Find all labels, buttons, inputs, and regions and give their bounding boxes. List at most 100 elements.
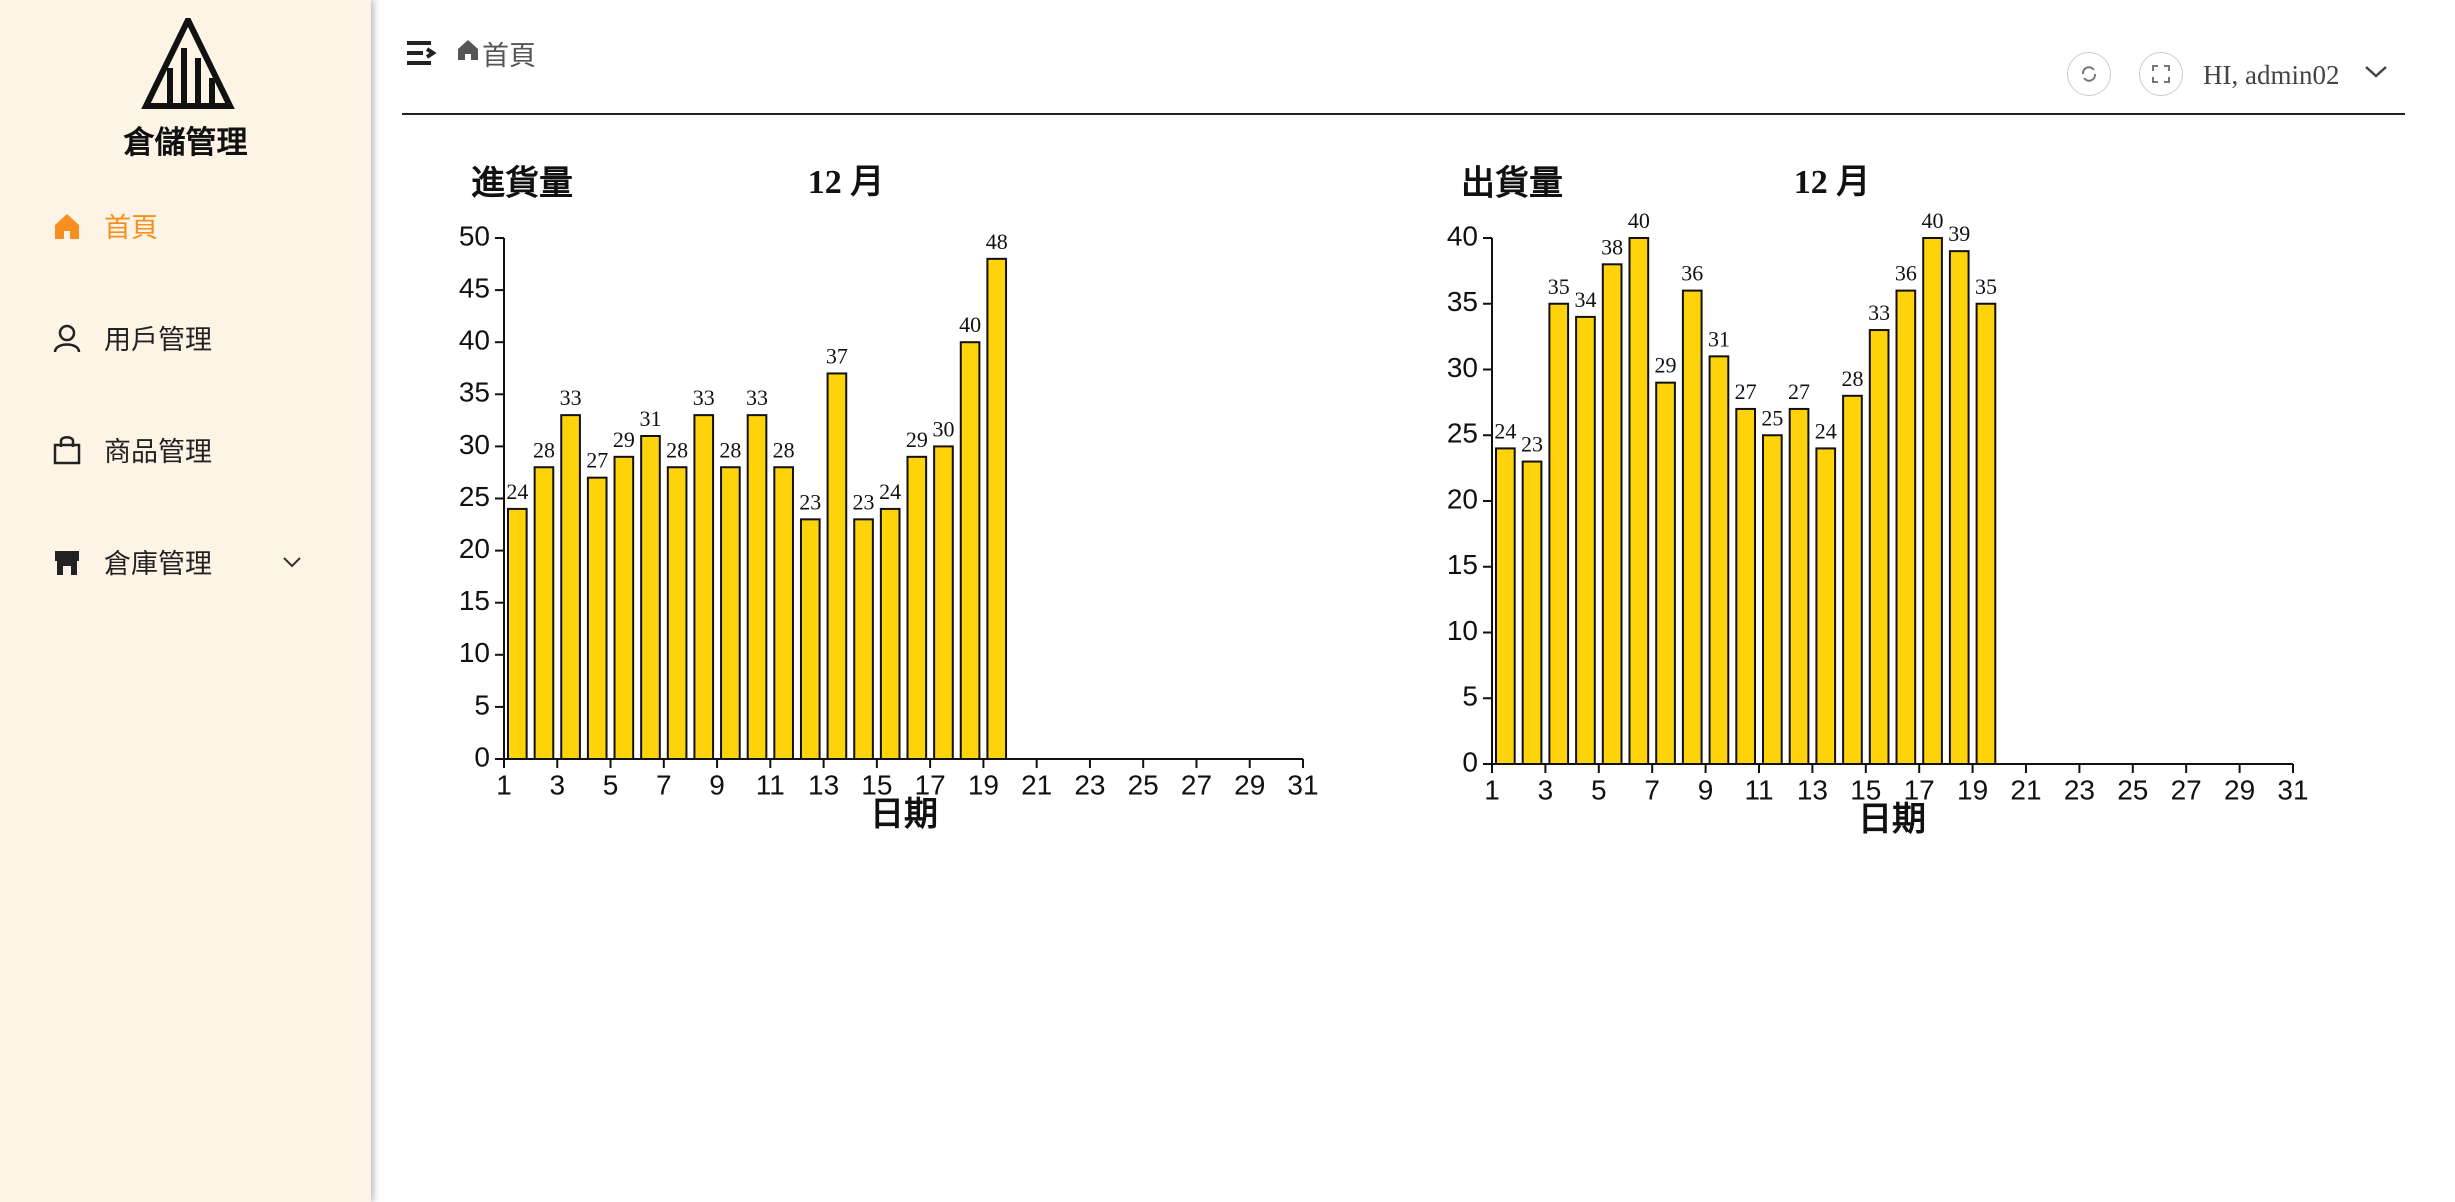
bar: [1681, 289, 1703, 765]
value-label: 29: [906, 427, 928, 452]
value-label: 38: [1601, 234, 1623, 259]
menu-label: 倉庫管理: [104, 549, 212, 580]
x-tick-label: 15: [861, 769, 892, 800]
value-label: 28: [666, 437, 688, 462]
x-tick-label: 19: [968, 769, 999, 800]
fullscreen-button[interactable]: [2139, 52, 2183, 96]
chart-title: 出貨量: [1461, 164, 1563, 204]
breadcrumb[interactable]: 首頁: [482, 41, 536, 72]
bar: [1815, 447, 1837, 765]
y-tick-label: 25: [1447, 418, 1478, 449]
y-tick-label: 45: [459, 272, 490, 303]
bar: [533, 466, 555, 760]
value-label: 33: [746, 385, 768, 410]
bar: [746, 414, 768, 760]
chart-subtitle: 12 月: [1794, 164, 1871, 201]
y-tick-label: 20: [1447, 483, 1478, 514]
bar: [1762, 434, 1783, 765]
menu-toggle[interactable]: [405, 40, 437, 68]
x-tick-label: 25: [1128, 769, 1159, 800]
x-tick-label: 21: [1021, 769, 1052, 800]
y-tick-label: 5: [1462, 681, 1478, 712]
menu-item[interactable]: 用戶管理: [52, 318, 212, 357]
value-label: 40: [1628, 208, 1650, 233]
x-tick-label: 11: [1744, 774, 1773, 805]
y-tick-label: 50: [459, 220, 490, 251]
logo: [141, 18, 235, 109]
value-label: 27: [1735, 379, 1757, 404]
header-divider: [402, 113, 2405, 115]
value-label: 40: [1922, 208, 1944, 233]
value-label: 36: [1681, 261, 1703, 286]
bar: [1842, 394, 1863, 765]
x-tick-label: 11: [756, 769, 785, 800]
value-label: 37: [826, 344, 848, 369]
x-tick-label: 9: [709, 769, 725, 800]
value-label: 27: [1788, 379, 1810, 404]
bar: [879, 507, 901, 761]
value-label: 27: [586, 448, 608, 473]
y-tick-label: 20: [459, 533, 490, 564]
value-label: 23: [853, 489, 875, 514]
x-tick-label: 5: [603, 769, 619, 800]
value-label: 23: [799, 489, 821, 514]
bar: [986, 257, 1008, 760]
value-label: 48: [986, 229, 1008, 254]
bar: [506, 507, 528, 761]
bar: [640, 434, 661, 760]
menu-item[interactable]: 商品管理: [52, 430, 212, 469]
refresh-button[interactable]: [2067, 52, 2111, 96]
chevron[interactable]: [2364, 64, 2388, 80]
value-label: 31: [639, 406, 661, 431]
value-label: 23: [1521, 432, 1543, 457]
x-tick-label: 17: [915, 769, 946, 800]
value-label: 24: [1815, 418, 1837, 443]
value-label: 28: [773, 437, 795, 462]
y-tick-label: 5: [474, 689, 490, 720]
bar: [1868, 329, 1890, 765]
x-tick-label: 31: [2277, 774, 2308, 805]
y-tick-label: 15: [459, 585, 490, 616]
x-tick-label: 23: [1074, 769, 1105, 800]
value-label: 25: [1761, 405, 1783, 430]
value-label: 29: [613, 427, 635, 452]
bar: [1601, 263, 1623, 765]
value-label: 33: [693, 385, 715, 410]
value-label: 30: [932, 416, 954, 441]
user-menu[interactable]: HI, admin02: [2203, 60, 2340, 90]
bar: [1735, 407, 1756, 765]
y-tick-label: 30: [1447, 352, 1478, 383]
chart-subtitle: 12 月: [808, 164, 885, 201]
value-label: 36: [1895, 261, 1917, 286]
x-tick-label: 25: [2117, 774, 2148, 805]
chart-title: 進貨量: [471, 164, 573, 204]
bar: [1495, 447, 1516, 765]
bag-icon: [53, 435, 81, 464]
x-tick-label: 3: [549, 769, 565, 800]
value-label: 35: [1548, 274, 1570, 299]
bar: [906, 455, 928, 760]
x-tick-label: 3: [1538, 774, 1554, 805]
bar: [613, 455, 635, 760]
x-tick-label: 15: [1850, 774, 1881, 805]
bar: [666, 466, 688, 760]
menu-item[interactable]: 倉庫管理: [52, 542, 324, 581]
y-tick-label: 40: [459, 325, 490, 356]
x-tick-label: 29: [1234, 769, 1265, 800]
x-tick-label: 19: [1957, 774, 1988, 805]
x-tick-label: 13: [808, 769, 839, 800]
x-tick-label: 17: [1904, 774, 1935, 805]
menu-item[interactable]: 首頁: [52, 206, 158, 245]
value-label: 31: [1708, 326, 1730, 351]
chevron: [283, 556, 301, 567]
value-label: 35: [1975, 274, 1997, 299]
brand: 倉儲管理: [123, 125, 248, 161]
bar: [1895, 289, 1917, 765]
menu-label: 商品管理: [104, 437, 212, 468]
x-tick-label: 27: [2171, 774, 2202, 805]
x-tick-label: 29: [2224, 774, 2255, 805]
bar: [933, 445, 954, 760]
bar: [799, 518, 821, 761]
value-label: 24: [1494, 418, 1516, 443]
